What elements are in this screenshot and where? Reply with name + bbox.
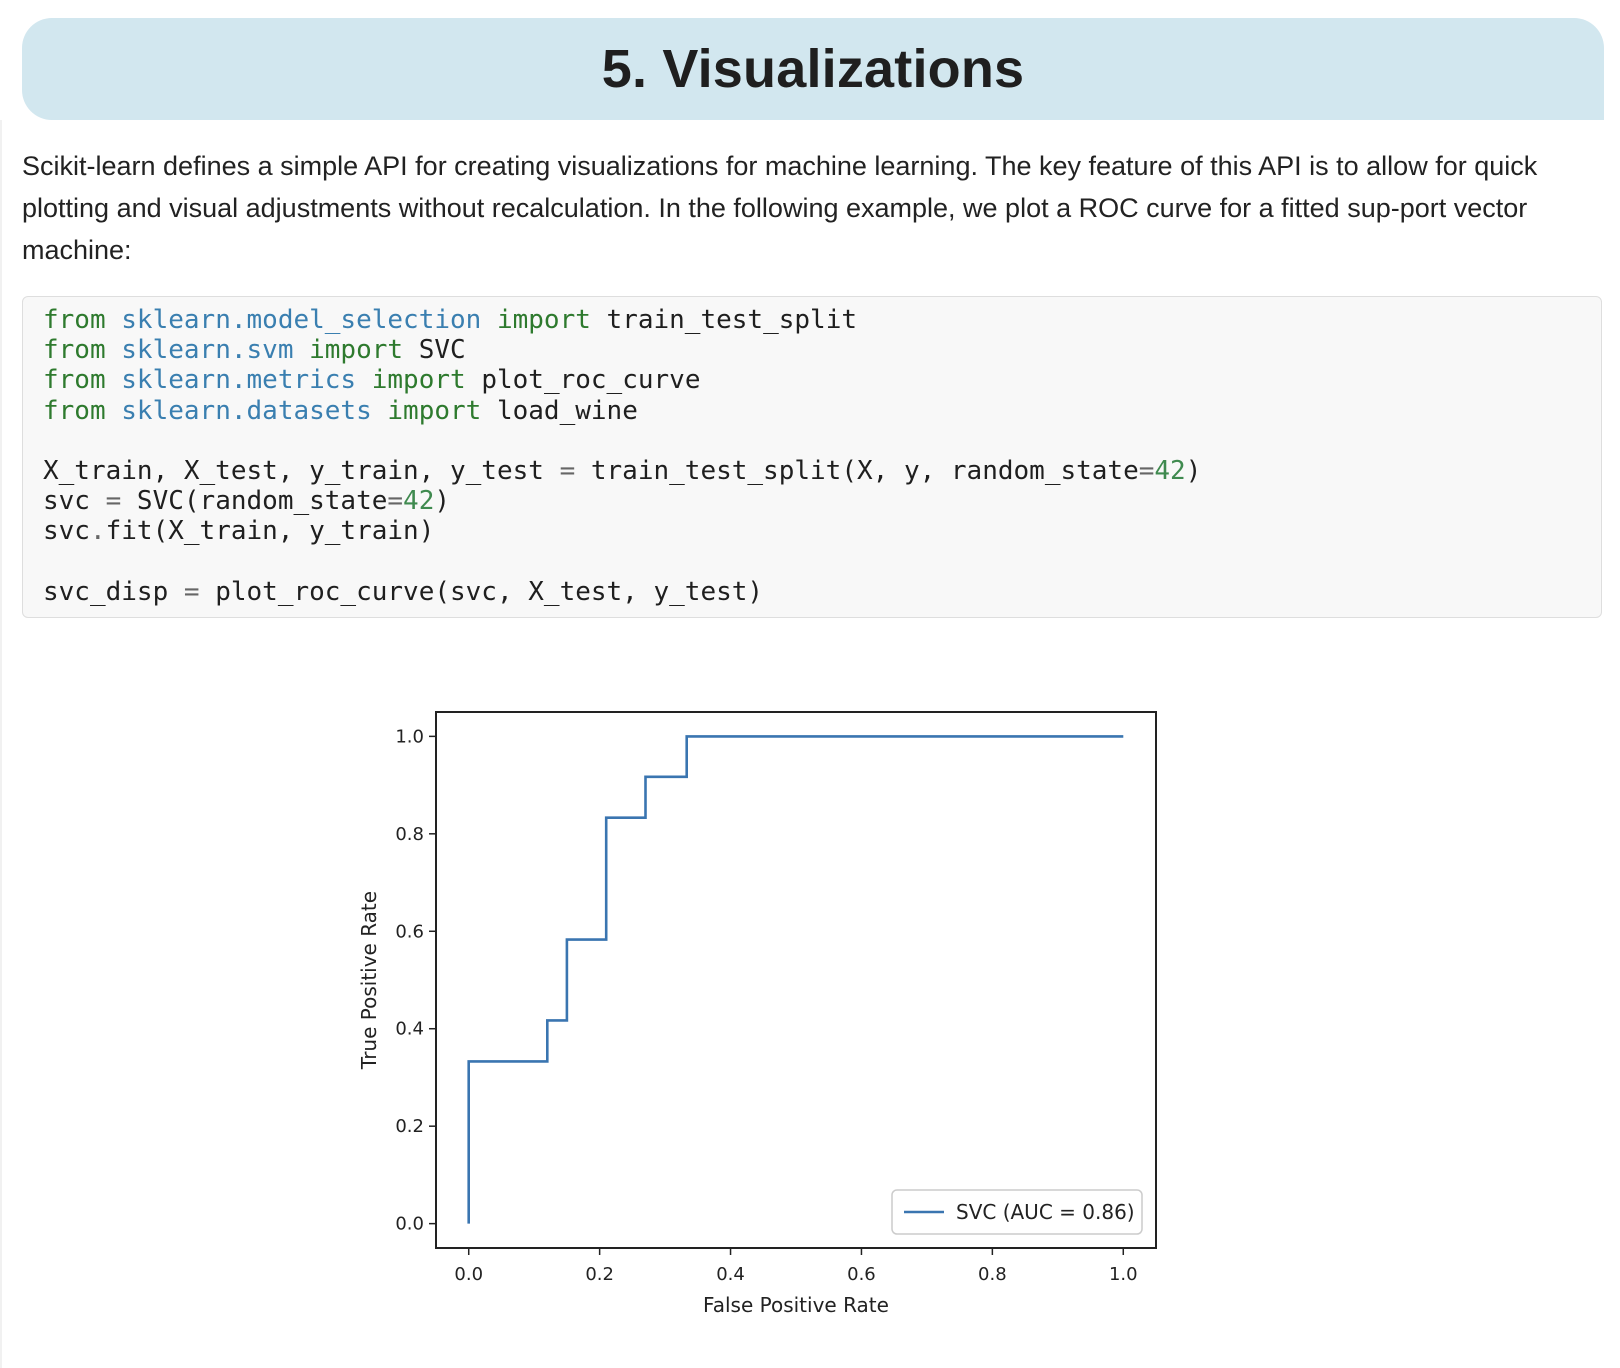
x-axis-label: False Positive Rate (703, 1293, 889, 1317)
legend-label: SVC (AUC = 0.86) (956, 1200, 1135, 1224)
x-tick-label: 0.8 (978, 1264, 1007, 1285)
legend-box (891, 1189, 1143, 1235)
code-line: from sklearn.datasets import load_wine (43, 395, 638, 426)
y-tick-label: 0.0 (395, 1214, 424, 1235)
y-tick-label: 0.4 (395, 1019, 424, 1040)
code-line: from sklearn.model_selection import trai… (43, 305, 857, 335)
x-axis-ticks: 0.0 0.2 0.4 0.6 0.8 1.0 (454, 1248, 1138, 1285)
code-block[interactable]: from sklearn.model_selection import trai… (22, 296, 1602, 618)
code-line: X_train, X_test, y_train, y_test = train… (43, 456, 1202, 487)
code-line: from sklearn.metrics import plot_roc_cur… (43, 365, 701, 396)
x-tick-label: 1.0 (1109, 1264, 1138, 1285)
x-tick-label: 0.6 (847, 1264, 876, 1285)
y-tick-label: 0.6 (395, 921, 424, 942)
code-line: svc = SVC(random_state=42) (43, 486, 451, 517)
section-header: 5. Visualizations (22, 18, 1604, 120)
y-tick-label: 0.2 (395, 1116, 424, 1137)
code-listing[interactable]: from sklearn.model_selection import trai… (23, 297, 1601, 607)
roc-curve-chart: 0.0 0.2 0.4 0.6 0.8 1.0 0.0 0.2 0.4 0.6 0.8 1.0 Fa… (357, 711, 1157, 1317)
y-axis-label: True Positive Rate (357, 891, 381, 1070)
chart-legend: SVC (AUC = 0.86) (891, 1189, 1143, 1235)
x-tick-label: 0.4 (716, 1264, 745, 1285)
x-tick-label: 0.0 (454, 1264, 483, 1285)
left-margin-rule (0, 120, 2, 1368)
plot-area-frame (435, 711, 1157, 1249)
y-tick-label: 0.8 (395, 824, 424, 845)
section-title: 5. Visualizations (601, 39, 1025, 99)
code-line: from sklearn.svm import SVC (43, 335, 466, 366)
intro-paragraph: Scikit-learn defines a simple API for cr… (22, 151, 1538, 265)
roc-series-line (467, 735, 1124, 1224)
y-axis-ticks: 0.0 0.2 0.4 0.6 0.8 1.0 (395, 726, 436, 1235)
code-line: svc_disp = plot_roc_curve(svc, X_test, y… (43, 576, 764, 607)
x-tick-label: 0.2 (585, 1264, 614, 1285)
code-line: svc.fit(X_train, y_train) (43, 516, 435, 547)
y-tick-label: 1.0 (395, 726, 424, 747)
